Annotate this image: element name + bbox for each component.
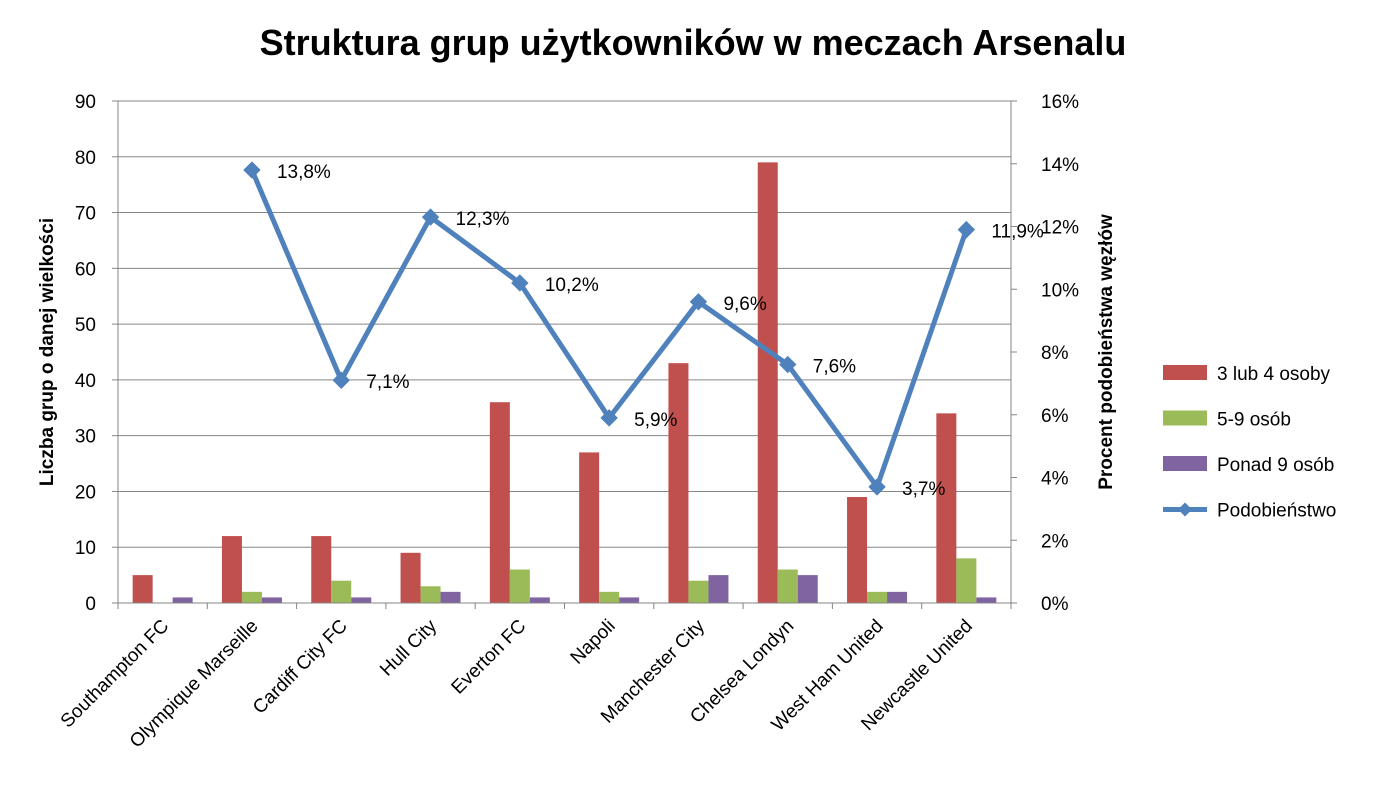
data-label: 7,6% [813, 357, 856, 378]
chart-title: Struktura grup użytkowników w meczach Ar… [260, 22, 1127, 63]
bar [440, 591, 461, 603]
y2-tick-label: 6% [1041, 406, 1069, 427]
bar [261, 597, 282, 603]
bar [599, 591, 620, 603]
gridlines [118, 100, 1011, 548]
y2-tick-label: 4% [1041, 469, 1069, 490]
bar [956, 558, 977, 603]
y2-tick-label: 2% [1041, 531, 1069, 552]
bar [529, 597, 550, 603]
y2-axis-label: Procent podobieństwa węzłów [1096, 214, 1117, 490]
data-point [957, 220, 976, 239]
bar [936, 413, 957, 603]
bar [668, 363, 689, 603]
legend-swatch [1163, 365, 1207, 380]
y2-tick-label: 10% [1041, 280, 1079, 301]
bar [132, 575, 153, 603]
bar [847, 497, 868, 603]
bar [777, 569, 798, 603]
y2-tick-labels: 0% 2% 4% 6% 8% 10% 12% 14% 16% [1041, 92, 1079, 615]
y2-tick-label: 12% [1041, 218, 1079, 239]
legend-label: Podobieństwo [1217, 501, 1336, 522]
y-tick-labels: 0 10 20 30 40 50 60 70 80 90 [75, 92, 96, 615]
data-label: 3,7% [902, 479, 945, 500]
y-tick-label: 10 [75, 538, 96, 559]
legend-label: 5-9 osób [1217, 410, 1291, 431]
legend-swatch [1163, 456, 1207, 471]
legend-swatch [1163, 410, 1207, 426]
bar [619, 597, 640, 603]
y-tick-label: 60 [75, 259, 96, 280]
bar [509, 569, 530, 603]
data-point [868, 478, 886, 496]
legend-label: Ponad 9 osób [1217, 455, 1334, 476]
data-point [421, 208, 440, 226]
bar [221, 536, 242, 603]
x-tick-label: Napoli [567, 616, 620, 669]
bar [241, 591, 262, 603]
bar [489, 402, 510, 603]
data-label: 9,6% [723, 294, 766, 315]
y-tick-label: 40 [75, 371, 96, 392]
bar-series [132, 162, 997, 603]
data-point [689, 293, 708, 311]
data-label: 10,2% [545, 275, 599, 296]
data-point [511, 274, 529, 292]
bar [420, 586, 441, 603]
bar [887, 591, 908, 603]
y-tick-label: 90 [75, 92, 96, 113]
y-tick-label: 50 [75, 315, 96, 336]
x-tick-label: Hull City [376, 615, 441, 680]
axes [112, 100, 1017, 609]
bar [976, 597, 997, 603]
bar [797, 575, 818, 603]
y2-tick-label: 8% [1041, 343, 1069, 364]
y-tick-label: 30 [75, 427, 96, 448]
bar [579, 452, 600, 603]
legend-label: 3 lub 4 osoby [1217, 364, 1331, 385]
legend-marker [1178, 502, 1192, 517]
bar [351, 597, 372, 603]
bar [172, 597, 193, 603]
series-line [249, 169, 969, 490]
y-tick-label: 80 [75, 148, 96, 169]
data-label: 13,8% [277, 162, 331, 183]
data-label: 12,3% [456, 209, 510, 230]
bar [311, 536, 332, 603]
data-point [600, 409, 618, 427]
data-label: 7,1% [366, 372, 409, 393]
data-label: 11,9% [991, 222, 1044, 243]
bar [708, 575, 729, 603]
y-tick-label: 70 [75, 204, 96, 225]
data-label: 5,9% [634, 410, 677, 431]
data-point [243, 161, 261, 179]
y-tick-label: 0 [85, 594, 96, 615]
data-point [332, 371, 350, 389]
y-tick-label: 20 [75, 482, 96, 503]
bar [331, 580, 352, 603]
bar [688, 580, 709, 603]
y2-tick-label: 0% [1041, 594, 1069, 615]
y2-tick-label: 16% [1041, 92, 1079, 113]
x-tick-label: Everton FC [448, 616, 531, 699]
bar [757, 162, 778, 603]
y-axis-label: Liczba grup o danej wielkości [37, 218, 58, 486]
y2-tick-label: 14% [1041, 155, 1079, 176]
bar [400, 552, 421, 603]
data-point [779, 355, 797, 374]
legend: 3 lub 4 osoby 5-9 osób Ponad 9 osób Podobie… [1163, 364, 1336, 522]
line-series: 13,8% 7,1% 12,3% 10,2% 5,9% 9,6% 7,6% 3,7% 11,9% [243, 161, 1044, 500]
x-tick-label: Cardiff City FC [249, 616, 352, 719]
bar [867, 591, 888, 603]
